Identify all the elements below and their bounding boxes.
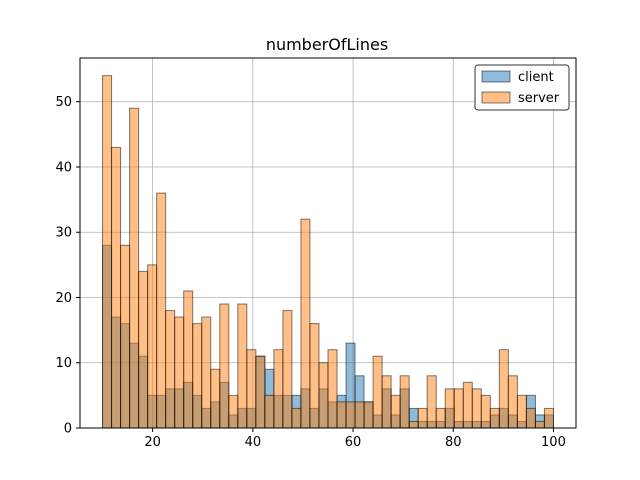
bar-server (345, 401, 356, 429)
bar-server (399, 375, 410, 429)
bar-server (300, 218, 311, 429)
bar-server (363, 401, 374, 429)
bar-server (174, 316, 185, 429)
bar-server (372, 355, 383, 429)
x-axis: 20 40 60 80 100 (144, 428, 566, 450)
bar-server (525, 407, 536, 429)
bar-server (273, 349, 284, 429)
bar-server (165, 310, 176, 429)
bar-server (390, 394, 401, 429)
x-tick-label: 40 (245, 435, 262, 450)
y-tick-label: 0 (64, 422, 72, 437)
bar-server (291, 407, 302, 429)
bar-server (210, 368, 221, 429)
x-tick-label: 80 (445, 435, 462, 450)
x-tick-label: 20 (144, 435, 161, 450)
bar-server (489, 407, 500, 429)
legend-label-server: server (518, 91, 560, 106)
bar-server (183, 290, 194, 429)
bar-server (480, 394, 491, 429)
bar-server (219, 303, 230, 429)
bar-server (462, 381, 473, 429)
bar-server (543, 407, 554, 429)
bar-server (318, 362, 329, 429)
bar-server (444, 388, 455, 429)
bar-server (129, 107, 140, 429)
bar-server (147, 264, 158, 429)
bar-server (417, 407, 428, 429)
legend: client server (474, 64, 570, 111)
bar-server (255, 355, 266, 429)
bar-server (408, 420, 419, 429)
bar-server (156, 192, 167, 429)
y-tick-label: 50 (55, 95, 72, 110)
bar-server (192, 323, 203, 429)
bar-server (282, 310, 293, 429)
y-tick-label: 30 (55, 226, 72, 241)
y-tick-label: 10 (55, 356, 72, 371)
bar-server (381, 375, 392, 429)
bar-server (138, 270, 149, 429)
bar-server (102, 75, 113, 429)
bar-server (534, 420, 545, 429)
x-tick-label: 100 (541, 435, 566, 450)
bar-server (111, 146, 122, 429)
series-server-bars (102, 75, 554, 429)
chart-title: numberOfLines (266, 35, 388, 54)
bar-server (246, 349, 257, 429)
bar-server (309, 323, 320, 429)
y-tick-label: 40 (55, 160, 72, 175)
bar-server (516, 394, 527, 429)
legend-swatch-server (481, 91, 511, 104)
bar-server (498, 349, 509, 429)
y-tick-label: 20 (55, 291, 72, 306)
plot-frame (79, 57, 577, 429)
bar-server (507, 375, 518, 429)
bar-server (201, 316, 212, 429)
bar-server (426, 375, 437, 429)
bar-server (120, 244, 131, 429)
bar-server (228, 394, 239, 429)
bar-server (453, 388, 464, 429)
bar-server (264, 394, 275, 429)
legend-swatch-client (481, 70, 511, 83)
bar-server (435, 407, 446, 429)
bar-server (336, 401, 347, 429)
legend-label-client: client (518, 70, 554, 85)
bar-server (237, 303, 248, 429)
bar-server (327, 349, 338, 429)
x-tick-label: 60 (345, 435, 362, 450)
y-axis: 0 10 20 30 40 50 (55, 95, 80, 437)
bar-server (354, 401, 365, 429)
bar-server (471, 388, 482, 429)
